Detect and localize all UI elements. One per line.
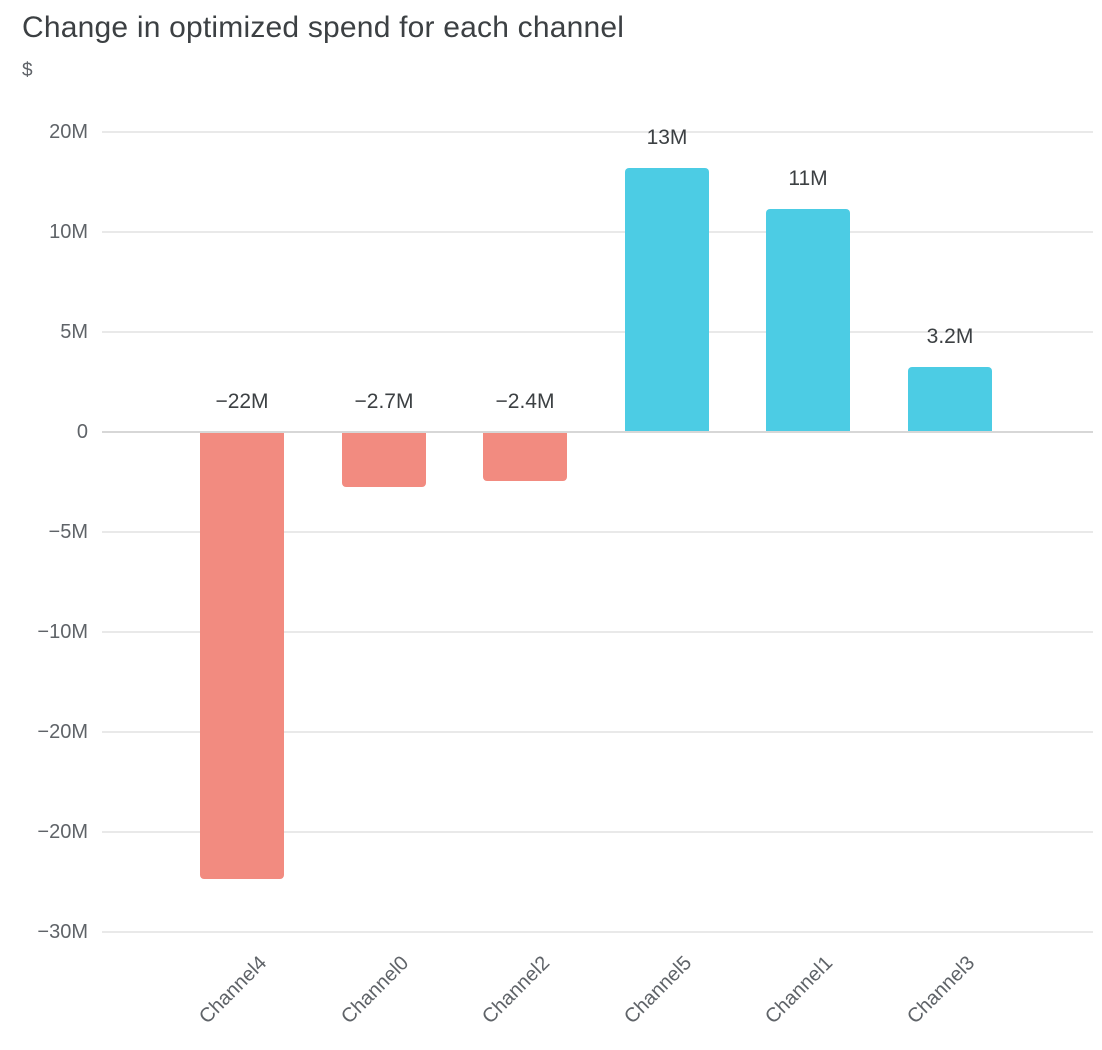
bar-channel2 [483, 433, 567, 481]
gridline [102, 131, 1093, 133]
y-tick-label: −20M [37, 721, 88, 743]
gridline [102, 631, 1093, 633]
gridline [102, 531, 1093, 533]
chart-title: Change in optimized spend for each chann… [22, 11, 625, 44]
y-tick-label: 20M [49, 121, 88, 143]
bar-value-label: 13M [646, 126, 688, 150]
bar-channel5 [625, 168, 709, 431]
bar-value-label: −22M [215, 390, 269, 413]
x-axis-label-channel3: Channel3 [903, 952, 980, 1029]
gridline [102, 931, 1093, 933]
y-tick-label: −10M [37, 621, 88, 643]
gridline [102, 231, 1093, 233]
bar-value-label: −2.4M [495, 390, 555, 413]
y-tick-label: −20M [37, 821, 88, 843]
y-tick-label: −5M [48, 521, 88, 543]
bar-value-label: 11M [788, 166, 828, 190]
bar-value-label: −2.7M [354, 390, 414, 413]
y-tick-label: −30M [37, 921, 88, 943]
gridline [102, 831, 1093, 833]
x-axis-label-channel0: Channel0 [337, 952, 414, 1029]
bar-value-label: 3.2M [926, 325, 974, 349]
gridline [102, 331, 1093, 333]
x-axis-label-channel2: Channel2 [478, 952, 555, 1029]
bar-channel0 [342, 433, 426, 487]
y-tick-label: 0 [76, 421, 88, 443]
gridline [102, 731, 1093, 733]
bar-channel4 [200, 433, 284, 879]
x-axis-label-channel1: Channel1 [761, 952, 838, 1029]
y-tick-label: 5M [60, 321, 88, 343]
bar-channel1 [766, 208, 850, 431]
bar-channel3 [908, 367, 992, 431]
x-axis-label-channel4: Channel4 [195, 952, 272, 1029]
zero-gridline [102, 431, 1093, 433]
y-axis-unit-label: $ [22, 60, 33, 81]
x-axis-label-channel5: Channel5 [620, 952, 697, 1029]
y-tick-label: 10M [49, 221, 88, 243]
